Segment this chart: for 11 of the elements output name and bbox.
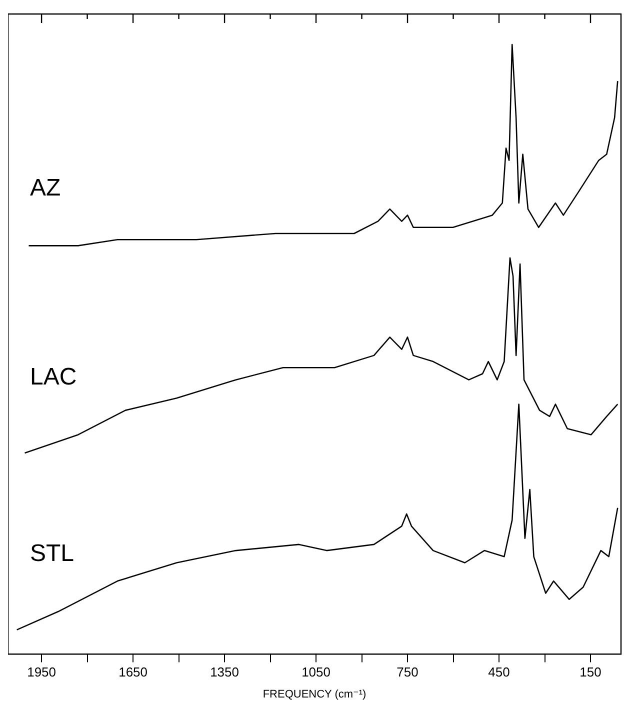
x-tick-label: 750 <box>396 664 418 680</box>
x-tick-label: 1350 <box>210 664 239 680</box>
series-label: STL <box>30 540 74 568</box>
series-label: AZ <box>30 174 61 202</box>
x-tick-label: 150 <box>580 664 602 680</box>
series-label: LAC <box>30 363 77 390</box>
x-tick-label: 450 <box>488 664 510 680</box>
x-axis-title: FREQUENCY (cm⁻¹) <box>262 688 366 700</box>
x-tick-label: 1050 <box>302 664 330 680</box>
x-tick-label: 1650 <box>118 664 148 680</box>
x-tick-label: 1950 <box>27 664 56 680</box>
